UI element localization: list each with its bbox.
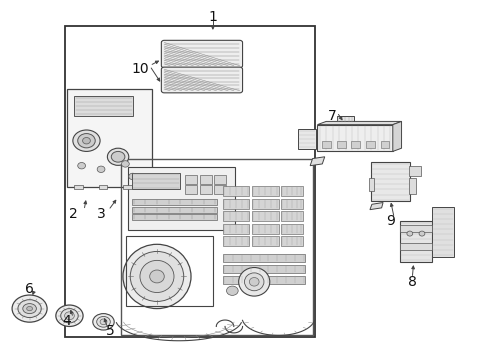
Ellipse shape xyxy=(12,295,47,322)
Ellipse shape xyxy=(238,267,269,296)
Bar xyxy=(120,158,312,336)
Bar xyxy=(185,175,197,184)
Bar xyxy=(281,211,302,221)
Bar xyxy=(366,141,374,148)
Bar xyxy=(125,236,213,306)
Text: 5: 5 xyxy=(106,324,115,338)
Bar xyxy=(222,236,249,246)
Bar xyxy=(281,224,302,234)
Bar xyxy=(213,175,225,184)
Bar xyxy=(281,186,302,196)
Bar xyxy=(122,185,131,189)
Bar xyxy=(200,185,211,194)
Ellipse shape xyxy=(111,152,124,162)
Bar xyxy=(408,166,420,176)
Ellipse shape xyxy=(73,130,100,152)
Bar xyxy=(399,243,431,249)
Bar xyxy=(380,141,388,148)
Bar xyxy=(297,129,316,149)
Bar xyxy=(222,211,249,221)
Ellipse shape xyxy=(406,231,412,236)
Text: 4: 4 xyxy=(62,314,71,328)
Ellipse shape xyxy=(130,251,183,301)
Bar xyxy=(200,175,211,184)
Bar xyxy=(64,26,314,337)
Bar xyxy=(185,185,197,194)
Bar xyxy=(137,185,146,189)
Ellipse shape xyxy=(128,173,136,180)
Bar xyxy=(281,199,302,208)
Ellipse shape xyxy=(226,286,238,296)
Text: 7: 7 xyxy=(327,109,336,123)
Bar xyxy=(131,173,180,189)
Polygon shape xyxy=(369,203,382,210)
Bar xyxy=(336,141,345,148)
Bar xyxy=(251,186,278,196)
Ellipse shape xyxy=(18,300,41,318)
Bar xyxy=(74,96,132,116)
Bar xyxy=(369,178,373,191)
Ellipse shape xyxy=(244,273,264,291)
Text: 9: 9 xyxy=(385,214,394,228)
Ellipse shape xyxy=(149,270,164,283)
Bar xyxy=(322,141,330,148)
Ellipse shape xyxy=(27,306,32,311)
Ellipse shape xyxy=(140,260,174,293)
Ellipse shape xyxy=(97,316,110,327)
Bar xyxy=(251,211,278,221)
Ellipse shape xyxy=(64,312,74,320)
Bar xyxy=(222,265,305,273)
Ellipse shape xyxy=(61,309,78,323)
Bar xyxy=(131,199,216,205)
Ellipse shape xyxy=(97,166,105,172)
Ellipse shape xyxy=(78,134,95,148)
Polygon shape xyxy=(317,121,401,125)
Bar xyxy=(222,199,249,208)
Polygon shape xyxy=(392,121,401,152)
Bar xyxy=(99,185,107,189)
Bar xyxy=(281,236,302,246)
Bar xyxy=(222,224,249,234)
Bar xyxy=(222,186,249,196)
Bar xyxy=(131,207,216,213)
Bar xyxy=(251,224,278,234)
Ellipse shape xyxy=(93,314,114,330)
Ellipse shape xyxy=(121,161,129,167)
Bar xyxy=(222,254,305,262)
Bar xyxy=(317,125,392,152)
FancyBboxPatch shape xyxy=(161,40,242,68)
Polygon shape xyxy=(309,157,324,166)
Ellipse shape xyxy=(122,244,191,309)
Ellipse shape xyxy=(100,319,107,325)
FancyBboxPatch shape xyxy=(161,67,242,93)
Bar xyxy=(222,276,305,284)
Bar xyxy=(127,167,234,230)
Text: 3: 3 xyxy=(97,207,105,221)
Ellipse shape xyxy=(418,231,424,236)
Ellipse shape xyxy=(23,303,36,314)
Bar xyxy=(74,185,83,189)
Bar xyxy=(408,178,415,194)
Text: 8: 8 xyxy=(407,275,416,289)
Ellipse shape xyxy=(107,148,128,165)
Ellipse shape xyxy=(56,305,83,327)
Bar xyxy=(131,214,216,220)
Bar xyxy=(213,185,225,194)
Bar xyxy=(399,225,431,232)
Bar xyxy=(351,141,360,148)
Ellipse shape xyxy=(249,278,259,286)
Bar xyxy=(336,116,353,123)
Bar xyxy=(370,162,409,202)
Bar xyxy=(67,89,152,187)
Bar xyxy=(251,199,278,208)
Bar xyxy=(251,236,278,246)
Text: 1: 1 xyxy=(208,10,217,24)
Text: 6: 6 xyxy=(25,282,34,296)
Bar xyxy=(399,221,431,262)
Text: 2: 2 xyxy=(69,207,78,221)
Ellipse shape xyxy=(78,162,85,169)
Ellipse shape xyxy=(82,138,90,144)
Bar xyxy=(431,207,453,257)
Text: 10: 10 xyxy=(131,62,148,76)
